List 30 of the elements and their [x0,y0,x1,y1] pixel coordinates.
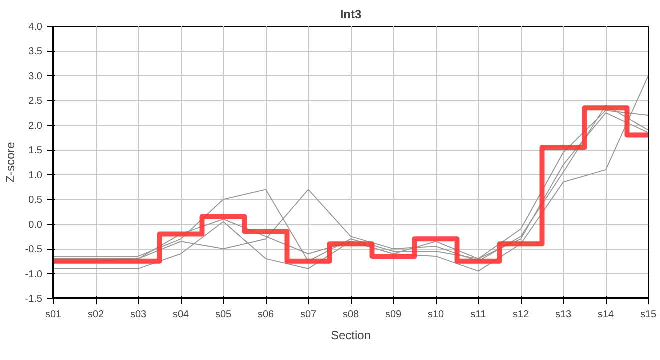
x-tick-label: s06 [258,310,274,320]
x-tick-label: s15 [640,310,657,320]
y-tick-label: 0.5 [28,195,43,206]
x-tick-label: s01 [45,310,62,320]
x-tick-label: s08 [342,310,360,320]
x-tick-label: s03 [130,310,147,320]
y-tick-label: -0.5 [25,244,43,256]
x-tick-label: s09 [385,310,402,320]
y-tick-label: 3.5 [28,46,43,58]
x-tick-label: s13 [555,310,572,320]
x-tick-label: s07 [300,310,317,320]
x-tick-label: s14 [598,310,614,320]
y-tick-label: 0.0 [28,220,43,231]
y-tick-label: 2.0 [28,120,43,132]
chart-title: Int3 [340,8,362,22]
y-tick-label: 3.0 [28,71,43,82]
y-tick-label: 1.0 [28,170,43,182]
y-tick-label: -1.0 [25,269,43,280]
x-tick-label: s05 [215,310,232,320]
y-axis-title: Z-score [3,142,18,183]
x-tick-label: s02 [88,310,104,320]
y-tick-label: 4.0 [28,22,43,33]
x-tick-label: s12 [512,310,530,320]
y-tick-label: 2.5 [28,96,43,108]
x-tick-label: s11 [470,310,487,320]
y-tick-label: -1.5 [25,294,43,305]
x-tick-label: s04 [172,310,190,320]
y-tick-label: 1.5 [28,146,43,157]
x-axis-title: Section [330,328,372,342]
x-tick-label: s10 [428,310,444,320]
